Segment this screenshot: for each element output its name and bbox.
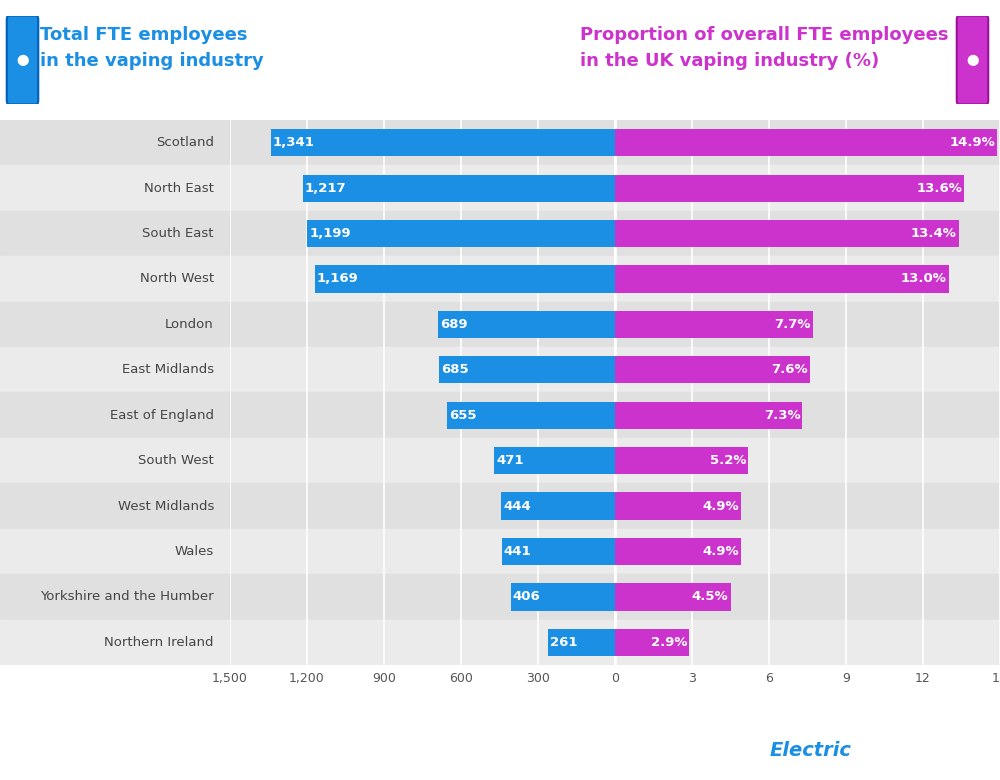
Bar [0,347,230,392]
Text: Yorkshire and the Humber: Yorkshire and the Humber [40,590,214,604]
FancyBboxPatch shape [957,16,988,105]
Bar [230,211,1000,257]
Bar [438,310,615,338]
Bar [230,257,1000,302]
Text: North West: North West [140,272,214,285]
Bar [615,220,959,247]
Text: North East: North East [144,182,214,195]
Bar [230,302,1000,347]
Bar [303,175,615,202]
Text: 1,199: 1,199 [309,227,351,240]
Bar [230,529,1000,574]
Text: ⬤: ⬤ [16,55,29,66]
Text: 4.5%: 4.5% [692,590,728,604]
Text: 5.2%: 5.2% [710,454,746,467]
Text: 13.0%: 13.0% [901,272,947,285]
Bar [0,302,230,347]
Text: South East: South East [142,227,214,240]
Text: 4.9%: 4.9% [702,499,739,512]
Bar [615,492,741,519]
Bar [307,220,615,247]
Text: Total FTE employees
in the vaping industry: Total FTE employees in the vaping indust… [40,27,264,69]
Text: 406: 406 [513,590,541,604]
Bar [615,265,949,292]
Text: 1,169: 1,169 [317,272,359,285]
Text: Electric: Electric [770,740,852,760]
Text: 655: 655 [449,409,476,422]
Text: 689: 689 [440,318,468,331]
Text: 14.9%: 14.9% [950,136,995,149]
Bar [0,619,230,665]
Text: 13.6%: 13.6% [916,182,962,195]
Bar [230,392,1000,438]
Text: ⬤: ⬤ [966,55,979,66]
Bar [0,392,230,438]
Text: 2.9%: 2.9% [651,636,687,649]
Text: 471: 471 [496,454,524,467]
Text: West Midlands: West Midlands [118,499,214,512]
Bar [439,356,615,384]
Bar [0,120,230,165]
Text: 7.7%: 7.7% [774,318,811,331]
Bar [615,310,813,338]
Text: East Midlands: East Midlands [122,363,214,376]
Bar [615,175,964,202]
Text: East of England: East of England [110,409,214,422]
Text: Wales: Wales [175,545,214,558]
Bar [230,120,1000,165]
Text: Proportion of overall FTE employees
in the UK vaping industry (%): Proportion of overall FTE employees in t… [580,27,948,69]
Text: Source: UKVIA: Source: UKVIA [20,743,119,757]
Text: South West: South West [138,454,214,467]
Text: TOBACCONIST: TOBACCONIST [875,740,1000,760]
Bar [615,538,741,565]
Text: 444: 444 [503,499,531,512]
Text: 685: 685 [441,363,469,376]
Bar [501,492,615,519]
Bar [0,257,230,302]
Text: 261: 261 [550,636,578,649]
Bar [615,356,810,384]
Bar [615,129,997,156]
Bar [494,447,615,474]
Text: 441: 441 [504,545,531,558]
Bar [230,438,1000,484]
Text: 4.9%: 4.9% [702,545,739,558]
Text: 1,341: 1,341 [273,136,315,149]
Bar [615,629,689,656]
Bar [0,211,230,257]
Bar [615,583,730,611]
Bar [0,484,230,529]
Bar [315,265,615,292]
Bar [230,574,1000,619]
Bar [447,402,615,429]
Bar [615,447,748,474]
Text: 1,217: 1,217 [305,182,346,195]
FancyBboxPatch shape [7,16,38,105]
Bar [0,574,230,619]
Bar [230,347,1000,392]
Bar [230,165,1000,211]
Bar [0,438,230,484]
Bar [502,538,615,565]
Bar [230,619,1000,665]
Bar [511,583,615,611]
Text: Scotland: Scotland [156,136,214,149]
Bar [0,165,230,211]
Bar [0,529,230,574]
Bar [548,629,615,656]
Bar [230,484,1000,529]
Text: London: London [165,318,214,331]
Text: 7.3%: 7.3% [764,409,800,422]
Text: 7.6%: 7.6% [771,363,808,376]
Bar [271,129,615,156]
Text: 13.4%: 13.4% [911,227,957,240]
Bar [615,402,802,429]
Text: Northern Ireland: Northern Ireland [104,636,214,649]
